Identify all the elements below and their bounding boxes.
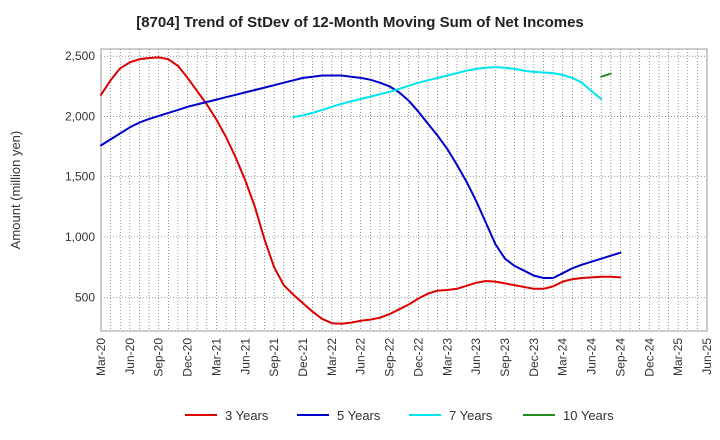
- y-tick-label: 500: [75, 290, 95, 304]
- chart-title: [8704] Trend of StDev of 12-Month Moving…: [136, 14, 584, 31]
- legend-label: 3 Years: [225, 408, 269, 423]
- x-tick-label: Mar-22: [325, 338, 339, 376]
- x-tick-label: Mar-24: [556, 338, 570, 376]
- x-tick-label: Jun-23: [469, 338, 483, 375]
- x-tick-label: Sep-22: [383, 338, 397, 377]
- x-tick-label: Jun-24: [585, 338, 599, 375]
- plot-area-frame: [100, 48, 708, 332]
- x-tick-label: Dec-21: [296, 338, 310, 377]
- legend-label: 5 Years: [337, 408, 381, 423]
- x-tick-label: Dec-24: [642, 338, 656, 377]
- series-lines: [100, 56, 622, 325]
- legend-label: 7 Years: [449, 408, 493, 423]
- x-tick-label: Dec-23: [527, 338, 541, 377]
- series-line-3-years: [100, 56, 622, 325]
- x-axis-tick-labels: Mar-20 Jun-20 Sep-20 Dec-20 Mar-21 Jun-21 Sep-…: [94, 338, 714, 377]
- y-axis-tick-labels: 500 1,000 1,500 2,000 2,500: [65, 49, 95, 304]
- y-tick-label: 2,500: [65, 49, 95, 63]
- y-tick-label: 1,000: [65, 230, 95, 244]
- y-tick-label: 1,500: [65, 170, 95, 184]
- y-axis-title: Amount (million yen): [8, 131, 23, 250]
- x-tick-label: Sep-24: [613, 338, 627, 377]
- x-tick-label: Dec-22: [411, 338, 425, 377]
- x-tick-label: Jun-22: [354, 338, 368, 375]
- x-tick-label: Sep-21: [267, 338, 281, 377]
- x-tick-label: Jun-25: [700, 338, 714, 375]
- series-line-10-years: [600, 72, 612, 78]
- legend-label: 10 Years: [563, 408, 614, 423]
- y-tick-label: 2,000: [65, 109, 95, 123]
- x-tick-label: Sep-20: [152, 338, 166, 377]
- x-tick-label: Sep-23: [498, 338, 512, 377]
- series-line-7-years: [292, 66, 603, 119]
- x-tick-label: Jun-20: [123, 338, 137, 375]
- x-tick-label: Mar-20: [94, 338, 108, 376]
- legend: 3 Years 5 Years 7 Years 10 Years: [185, 408, 614, 423]
- grid-lines: [100, 49, 708, 331]
- x-tick-label: Dec-20: [181, 338, 195, 377]
- x-tick-label: Jun-21: [238, 338, 252, 375]
- series-line-5-years: [100, 74, 622, 279]
- x-tick-label: Mar-23: [440, 338, 454, 376]
- x-tick-label: Mar-21: [209, 338, 223, 376]
- x-tick-label: Mar-25: [671, 338, 685, 376]
